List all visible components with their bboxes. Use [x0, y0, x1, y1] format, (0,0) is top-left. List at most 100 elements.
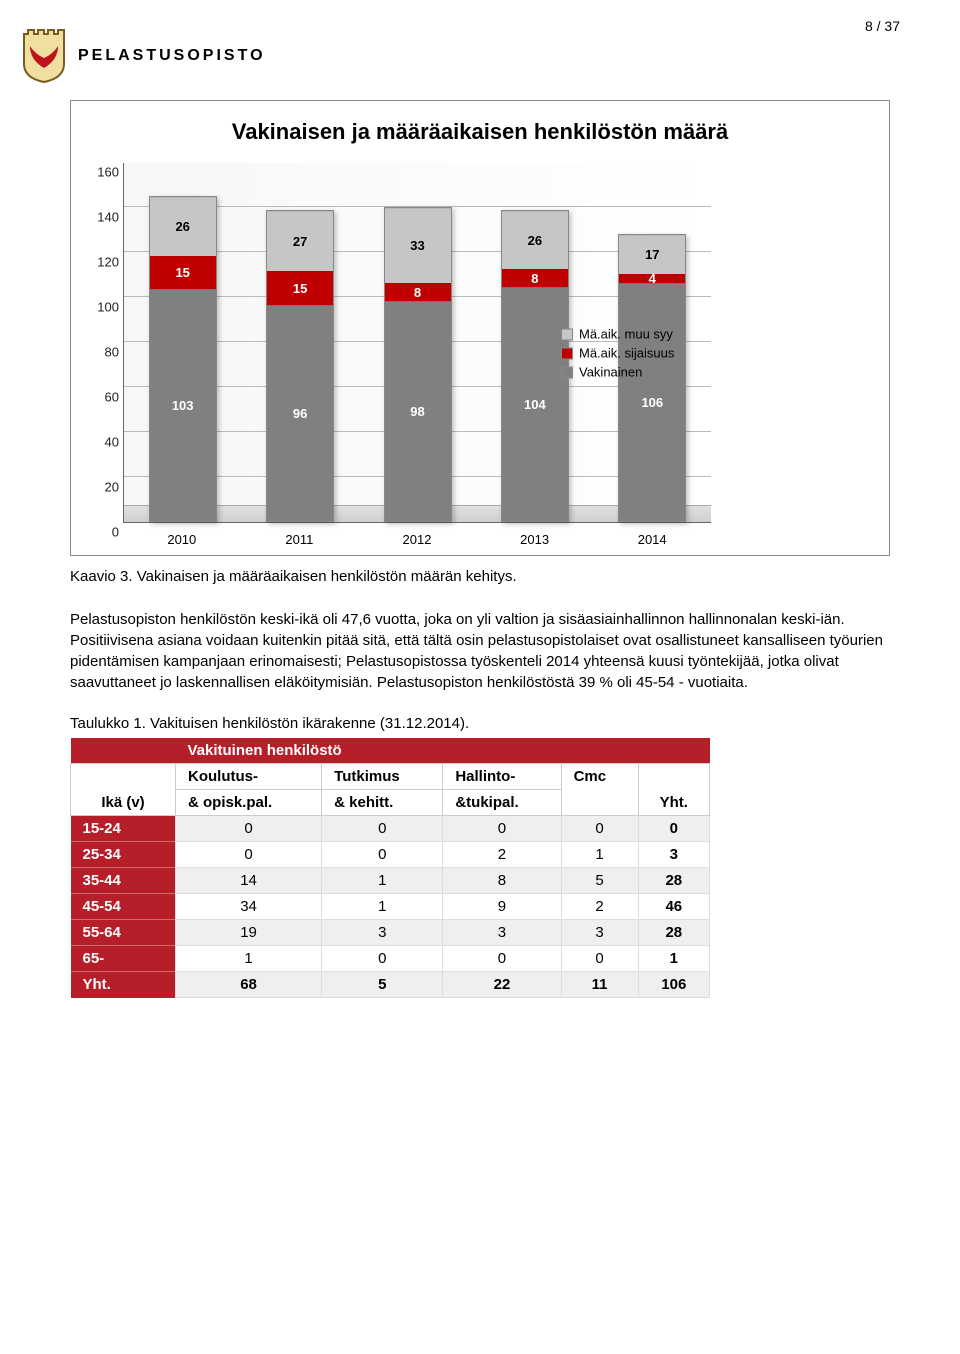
table-cell: 22 — [443, 972, 561, 998]
table-col3-l2: &tukipal. — [443, 790, 561, 816]
chart-caption: Kaavio 3. Vakinaisen ja määräaikaisen he… — [70, 568, 890, 585]
table-row: 35-441418528 — [71, 868, 710, 894]
bar-segment: 8 — [385, 283, 451, 301]
table-row-total: 28 — [638, 920, 709, 946]
y-tick: 100 — [89, 300, 119, 315]
y-tick: 120 — [89, 255, 119, 270]
table-cell: 0 — [561, 816, 638, 842]
stacked-bar: 1031526 — [149, 196, 217, 522]
legend-label: Vakinainen — [579, 365, 642, 380]
table-cell: 0 — [322, 842, 443, 868]
y-tick: 20 — [89, 480, 119, 495]
table-cell: 3 — [443, 920, 561, 946]
table-cell: 2 — [443, 842, 561, 868]
table-cell: 5 — [561, 868, 638, 894]
x-label: 2010 — [167, 532, 196, 547]
bar-segment: 104 — [502, 287, 568, 521]
brand-text: PELASTUSOPISTO — [78, 47, 266, 65]
table-cell: 0 — [443, 816, 561, 842]
table-row-label: 45-54 — [71, 894, 176, 920]
table-row: 15-2400000 — [71, 816, 710, 842]
x-label: 2012 — [403, 532, 432, 547]
legend-label: Mä.aik. sijaisuus — [579, 346, 674, 361]
stacked-bar: 961527 — [266, 210, 334, 523]
table-col2-l2: & kehitt. — [322, 790, 443, 816]
page-number: 8 / 37 — [865, 18, 900, 34]
shield-icon — [20, 28, 68, 84]
chart-legend: Mä.aik. muu syy Mä.aik. sijaisuus Vakinain… — [561, 323, 711, 384]
bar-segment: 103 — [150, 289, 216, 521]
bar-segment: 17 — [619, 235, 685, 273]
table-cell: 1 — [176, 946, 322, 972]
legend-swatch — [561, 328, 573, 340]
brand-logo: PELASTUSOPISTO — [20, 28, 266, 84]
table-cell: 14 — [176, 868, 322, 894]
legend-label: Mä.aik. muu syy — [579, 327, 673, 342]
table-row-total: 3 — [638, 842, 709, 868]
body-paragraph: Pelastusopiston henkilöstön keski-ikä ol… — [70, 609, 890, 693]
legend-item: Mä.aik. muu syy — [561, 327, 711, 342]
table-total-header: Yht. — [638, 764, 709, 816]
table-cell: 2 — [561, 894, 638, 920]
table-row-total: 46 — [638, 894, 709, 920]
table-cell: 8 — [443, 868, 561, 894]
table-col1-l1: Koulutus- — [176, 764, 322, 790]
bar-segment: 33 — [385, 208, 451, 282]
table-col1-l2: & opisk.pal. — [176, 790, 322, 816]
bar-group: 98833 — [384, 207, 452, 522]
table-cell: 9 — [443, 894, 561, 920]
y-tick: 60 — [89, 390, 119, 405]
table-row: 25-3400213 — [71, 842, 710, 868]
table-cell: 1 — [561, 842, 638, 868]
bar-group: 1031526 — [149, 196, 217, 522]
chart-title: Vakinaisen ja määräaikaisen henkilöstön … — [89, 119, 871, 145]
x-axis: 2010 2011 2012 2013 2014 — [123, 527, 711, 547]
table-row-label: 25-34 — [71, 842, 176, 868]
chart-plot: 020406080100120140160 103152696152798833… — [123, 163, 711, 543]
bar-group: 961527 — [266, 210, 334, 523]
bar-segment: 27 — [267, 211, 333, 272]
stacked-bar: 104826 — [501, 210, 569, 523]
bar-segment: 15 — [150, 256, 216, 290]
table-row-label: 35-44 — [71, 868, 176, 894]
bar-segment: 106 — [619, 283, 685, 522]
table-cell: 5 — [322, 972, 443, 998]
legend-item: Mä.aik. sijaisuus — [561, 346, 711, 361]
table-row-label: 55-64 — [71, 920, 176, 946]
bar-segment: 96 — [267, 305, 333, 521]
table-cell: 68 — [176, 972, 322, 998]
table-cell: 0 — [322, 816, 443, 842]
x-label: 2011 — [285, 532, 313, 547]
table-cell: 19 — [176, 920, 322, 946]
table-col2-l1: Tutkimus — [322, 764, 443, 790]
table-cell: 0 — [443, 946, 561, 972]
table-cell: 0 — [176, 816, 322, 842]
table-row-total: 1 — [638, 946, 709, 972]
table-row-total: 28 — [638, 868, 709, 894]
age-table: Vakituinen henkilöstö Ikä (v) Koulutus- … — [70, 738, 710, 998]
table-group-header: Vakituinen henkilöstö — [176, 738, 639, 764]
x-label: 2014 — [638, 532, 667, 547]
table-col4: Cmc — [561, 764, 638, 816]
table-cell: 0 — [176, 842, 322, 868]
bar-segment: 15 — [267, 271, 333, 305]
table-row: 45-543419246 — [71, 894, 710, 920]
chart-container: Vakinaisen ja määräaikaisen henkilöstön … — [70, 100, 890, 556]
table-cell: 11 — [561, 972, 638, 998]
table-cell: 3 — [322, 920, 443, 946]
table-row-label: 65- — [71, 946, 176, 972]
table-row-label: 15-24 — [71, 816, 176, 842]
y-axis: 020406080100120140160 — [89, 163, 123, 523]
bar-segment: 4 — [619, 274, 685, 283]
bar-group: 104826 — [501, 210, 569, 523]
legend-swatch — [561, 366, 573, 378]
legend-item: Vakinainen — [561, 365, 711, 380]
table-col3-l1: Hallinto- — [443, 764, 561, 790]
table-cell: 0 — [322, 946, 443, 972]
x-label: 2013 — [520, 532, 549, 547]
bar-segment: 26 — [150, 197, 216, 256]
bar-segment: 8 — [502, 269, 568, 287]
stacked-bar: 98833 — [384, 207, 452, 522]
table-stub-header: Ikä (v) — [71, 764, 176, 816]
y-tick: 160 — [89, 165, 119, 180]
